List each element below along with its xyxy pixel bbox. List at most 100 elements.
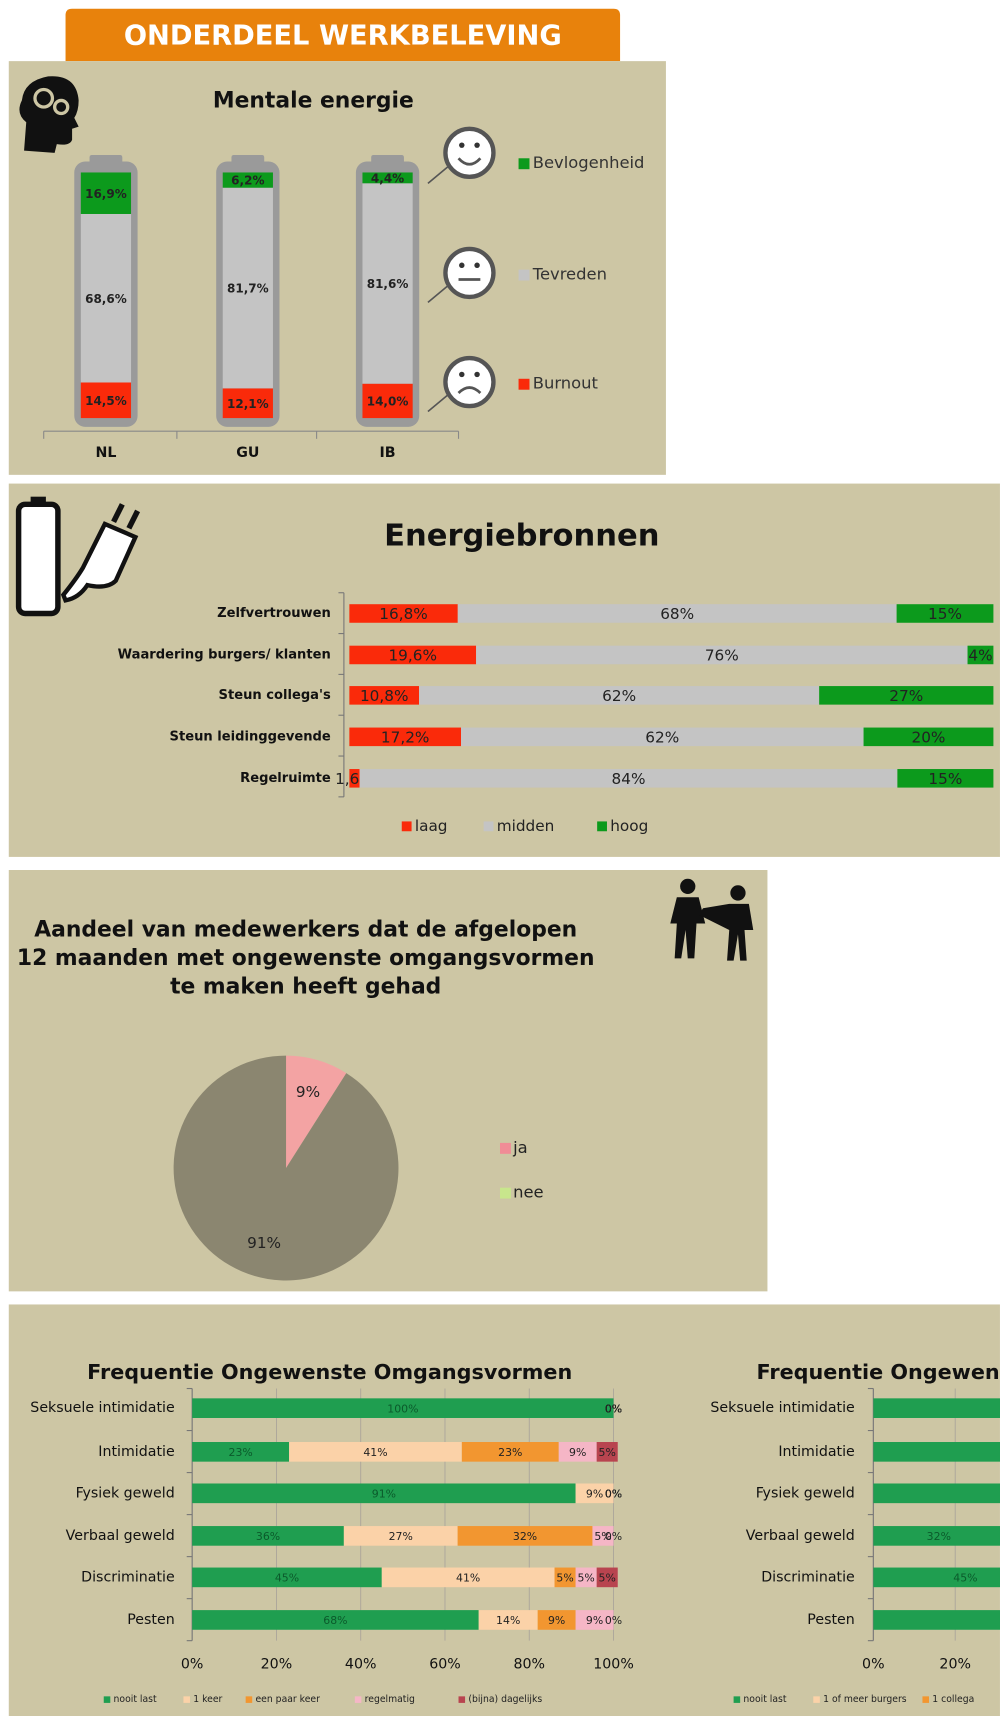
legend-swatch	[597, 821, 607, 832]
legend-label: laag	[415, 817, 448, 835]
value-label: 27%	[389, 1530, 413, 1543]
value-label: 91%	[372, 1487, 396, 1500]
value-label: 45%	[275, 1571, 299, 1584]
plug-pins	[111, 503, 141, 530]
bar-segment	[222, 187, 273, 389]
bar-segment	[596, 1567, 618, 1588]
value-label: 12,1%	[227, 397, 269, 411]
bar-segment	[967, 645, 994, 665]
value-label: 32%	[927, 1530, 951, 1543]
bar-segment	[381, 1567, 555, 1588]
bar-segment	[222, 172, 273, 188]
x-tick-label: 40%	[345, 1657, 377, 1673]
y-tick-label: Regelruimte	[240, 771, 331, 786]
bar-segment	[80, 382, 132, 419]
value-label: 0%	[605, 1614, 622, 1627]
bar-segment	[575, 1610, 614, 1630]
value-label: 36%	[256, 1530, 280, 1543]
bar-segment	[896, 604, 994, 623]
bar-segment	[349, 645, 477, 665]
legend-label: Tevreden	[532, 265, 607, 284]
x-tick-label: 0%	[862, 1657, 885, 1673]
x-tick-label: 20%	[261, 1657, 293, 1673]
bar-segment	[419, 686, 820, 705]
value-label: 10,8%	[360, 687, 409, 705]
chart-title: Energiebronnen	[384, 519, 659, 554]
y-tick-label: Seksuele intimidatie	[710, 1400, 854, 1416]
bar-segment	[192, 1483, 576, 1504]
bar-segment	[192, 1398, 614, 1418]
bar-segment	[873, 1567, 1000, 1588]
legend-label: regelmatig	[365, 1694, 415, 1705]
bar-segment	[349, 727, 462, 747]
gear-icon	[52, 98, 70, 116]
value-label: 91%	[247, 1234, 281, 1252]
legend-label: nee	[513, 1183, 544, 1202]
y-tick-label: Verbaal geweld	[66, 1528, 175, 1544]
bar-segment	[554, 1567, 576, 1588]
y-tick-label: Steun collega's	[219, 688, 331, 703]
legend-swatch	[922, 1696, 929, 1703]
bar-segment	[192, 1526, 344, 1546]
bar-segment	[476, 645, 968, 665]
y-tick-label: Fysiek geweld	[756, 1485, 855, 1501]
legend-swatch	[458, 1696, 466, 1703]
value-label: 5%	[594, 1530, 611, 1543]
legend-label: hoog	[610, 817, 648, 835]
value-label: 0%	[605, 1402, 622, 1415]
value-label: 20%	[912, 728, 946, 746]
chart-title: Mentale energie	[213, 89, 414, 114]
chart-title: Aandeel van medewerkers dat de afgelopen…	[16, 915, 595, 999]
panel	[8, 870, 768, 1292]
legend-label: Bevlogenheid	[533, 153, 645, 172]
battery-icon-cap	[30, 496, 46, 505]
battery-icon	[15, 501, 61, 617]
pie-title-box: Aandeel van medewerkers dat de afgelopen…	[16, 915, 595, 999]
value-label: 9%	[548, 1614, 565, 1627]
value-label: 0%	[605, 1487, 622, 1500]
value-label: 41%	[456, 1571, 480, 1584]
legend-label: nooit last	[743, 1694, 786, 1705]
value-label: 62%	[645, 728, 679, 746]
legend-swatch	[483, 821, 494, 832]
bar-segment	[461, 1442, 559, 1462]
legend-swatch	[518, 158, 530, 170]
x-tick-label: 80%	[513, 1657, 545, 1673]
bar-segment	[537, 1610, 576, 1630]
value-label: 5%	[556, 1571, 573, 1584]
legend-swatch	[500, 1142, 511, 1154]
value-label: 23%	[228, 1446, 252, 1459]
pie-slice	[286, 1055, 347, 1169]
chart-title: Frequentie Ongewenste Omgangsvormen	[87, 1360, 572, 1384]
value-label: 27%	[889, 687, 923, 705]
bar-segment	[343, 1526, 458, 1546]
bar-segment	[819, 686, 994, 705]
value-label: 45%	[953, 1571, 977, 1584]
bar-segment	[192, 1567, 382, 1588]
bar-segment	[873, 1398, 1000, 1418]
head-icon	[19, 76, 79, 153]
smiley-eyes	[459, 142, 480, 378]
x-tick-label: NL	[95, 445, 116, 461]
legend-swatch	[813, 1696, 820, 1703]
legend-label: midden	[497, 817, 555, 835]
legend-swatch	[518, 378, 530, 390]
value-label: 19,6%	[388, 647, 437, 665]
y-tick-label: Intimidatie	[778, 1444, 854, 1460]
value-label: 5%	[599, 1446, 616, 1459]
bar-segment	[289, 1442, 462, 1462]
legend-swatch	[245, 1696, 253, 1703]
value-label: 4,4%	[371, 171, 404, 185]
bar-segment	[873, 1526, 1000, 1546]
value-label: 16,9%	[85, 187, 127, 201]
legend-label: (bijna) dagelijks	[468, 1694, 542, 1705]
value-label: 14,5%	[85, 394, 127, 408]
y-tick-label: Steun leidinggevende	[170, 729, 331, 744]
value-label: 0%	[605, 1402, 622, 1415]
legend-label: 1 collega	[932, 1694, 974, 1705]
value-label: 0%	[605, 1487, 622, 1500]
legend-label: 1 keer	[193, 1694, 222, 1705]
value-label: 23%	[498, 1446, 522, 1459]
